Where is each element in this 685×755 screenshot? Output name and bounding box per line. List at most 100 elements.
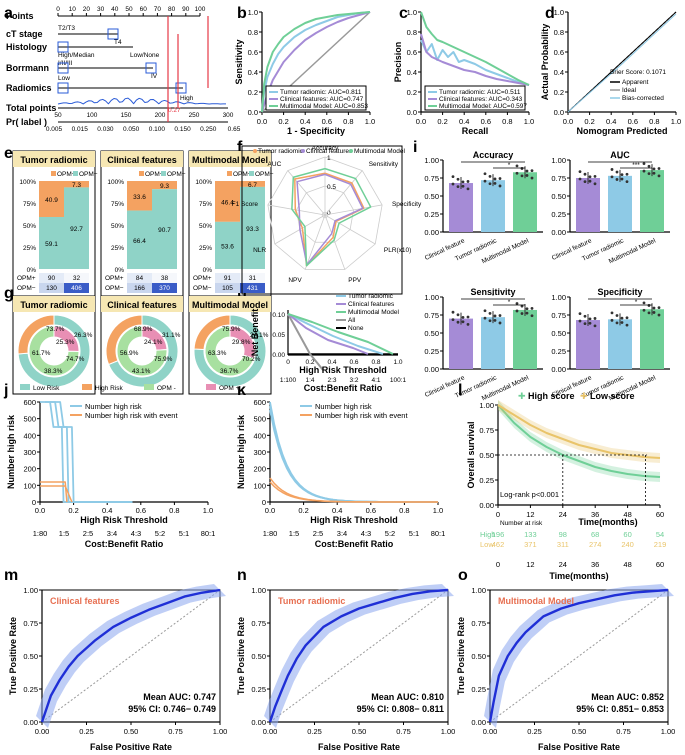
group-title-bg	[13, 296, 95, 312]
borrmann-label: IV	[151, 73, 158, 80]
pr-tick-label: 0.030	[97, 126, 114, 133]
panel-i-0-y-tick-label: 0.00	[424, 228, 439, 237]
pr-tick-label: 0.005	[46, 126, 63, 133]
bar-tumor-radiomic	[608, 175, 632, 232]
donut-inner-opm-neg	[116, 325, 168, 377]
legend-entry: Bias-corrected	[622, 95, 664, 102]
donut-label: 70.2%	[242, 356, 261, 363]
x2-tick-label: 1:80	[33, 529, 48, 538]
data-point	[610, 175, 614, 179]
panel-n-y-tick-label: 1.00	[251, 586, 266, 595]
x2-tick-label: 1:5	[289, 529, 299, 538]
panel-letter-f: f	[237, 139, 243, 156]
panel-i-1-y-tick-label: 0.75	[551, 174, 566, 183]
points-tick-label: 100	[195, 6, 206, 13]
x-tick-label: 0.8	[399, 506, 409, 515]
radar-axis-label: PLR(x10)	[384, 247, 411, 254]
data-point	[515, 164, 519, 168]
data-point	[647, 172, 651, 176]
points-tick-label: 0	[56, 6, 60, 13]
panel-o-y-tick-label: 0.25	[471, 685, 486, 694]
cm-value: 31	[249, 275, 257, 282]
panel-j-y-tick-label: 600	[23, 398, 36, 407]
x-tick-label: 0.6	[366, 506, 376, 515]
panel-l-x-tick-label: 12	[526, 510, 534, 519]
y-tick-label: 100%	[19, 179, 36, 186]
legend-swatch	[349, 149, 353, 153]
panel-title: Multimodal Model	[498, 596, 574, 606]
data-point	[483, 316, 487, 320]
ci-label: 95% CI: 0.808− 0.811	[357, 704, 444, 714]
panel-k-y-tick-label: 400	[253, 431, 266, 440]
marker-value: 0.27	[168, 107, 181, 114]
bar-value: 90.7	[158, 227, 171, 234]
legend-entry: Clinical features	[348, 301, 395, 308]
risk-x-tick-label: 36	[591, 560, 599, 569]
clinical-curve	[287, 313, 369, 355]
cm-value: 406	[71, 285, 82, 292]
panel-b-x-tick-label: 0.0	[257, 117, 267, 126]
panel-l-x-tick-label: 36	[591, 510, 599, 519]
panel-o-x-tick-label: 0.50	[572, 727, 587, 736]
group-title: Tumor radiomic	[20, 155, 87, 165]
panel-k-y-tick-label: 0	[262, 498, 266, 507]
points-tick-label: 70	[154, 6, 162, 13]
data-point	[493, 177, 497, 181]
legend-entry: OPM−	[255, 171, 274, 178]
donut-label: 73.7%	[46, 326, 65, 333]
donut-label: 68.9%	[134, 326, 153, 333]
x2-tick-label: 3:4	[107, 529, 117, 538]
brier-score: Brier Score: 0.1071	[610, 69, 666, 76]
data-point	[515, 302, 519, 305]
bar-value: 6.7	[248, 182, 257, 189]
x2-tick-label: 100:1	[390, 377, 407, 384]
panel-b-y-label: Sensitivity	[234, 39, 244, 84]
bar-multimodal-model	[513, 309, 537, 369]
panel-c-y-tick-label: 0.6	[407, 48, 417, 57]
panel-d-y-tick-label: 0.8	[554, 28, 564, 37]
legend-entry: None	[348, 325, 364, 332]
panel-m-x-tick-label: 0.00	[35, 727, 50, 736]
points-tick-label: 30	[97, 6, 105, 13]
x-tick-label: 1.0	[393, 359, 402, 366]
panel-i-3-y-tick-label: 0.00	[551, 365, 566, 374]
x2-tick-label: 5:1	[179, 529, 189, 538]
data-point	[578, 319, 582, 323]
group-title-bg	[101, 151, 183, 167]
panel-c-y-tick-label: 0.8	[407, 28, 417, 37]
risk-x-tick-label: 12	[526, 560, 534, 569]
panel-k-y-tick-label: 500	[253, 415, 266, 424]
donut-label: 61.7%	[32, 350, 51, 357]
legend-entry: Number high risk	[315, 402, 372, 411]
donut-label: 75.9%	[154, 356, 173, 363]
data-point	[647, 311, 651, 315]
cm-cell	[127, 283, 152, 293]
data-point	[466, 323, 470, 326]
data-point	[610, 168, 614, 171]
panel-k-y-label: Number high risk	[236, 414, 246, 489]
legend-swatch	[139, 171, 144, 176]
data-point	[625, 172, 629, 176]
panel-o-x-tick-label: 1.00	[661, 727, 676, 736]
data-point	[652, 311, 656, 314]
donut-label: 74.7%	[66, 356, 85, 363]
high-risk-curve	[269, 405, 439, 503]
panel-i-3-y-tick-label: 0.50	[551, 329, 566, 338]
panel-l-x-tick-label: 60	[656, 510, 664, 519]
panel-n-x-tick-label: 0.75	[396, 727, 411, 736]
data-point	[520, 174, 524, 178]
x2-tick-label: 80:1	[201, 529, 216, 538]
x-tick-label: 0.2	[298, 506, 308, 515]
bootstrap-band	[264, 584, 454, 728]
y-tick-label: 25%	[199, 245, 212, 252]
mean-roc-curve	[268, 588, 449, 723]
cm-cell	[39, 283, 64, 293]
panel-letter-l: l	[458, 382, 462, 399]
data-point	[657, 306, 661, 310]
panel-k-x2-label: Cost:Benefit Ratio	[315, 539, 394, 549]
pr-tick-label: 0.250	[200, 126, 217, 133]
panel-letter-e: e	[4, 145, 13, 162]
panel-title: Clinical features	[50, 596, 120, 606]
cm-cell	[215, 273, 240, 283]
high-risk-event-curve	[40, 485, 73, 503]
